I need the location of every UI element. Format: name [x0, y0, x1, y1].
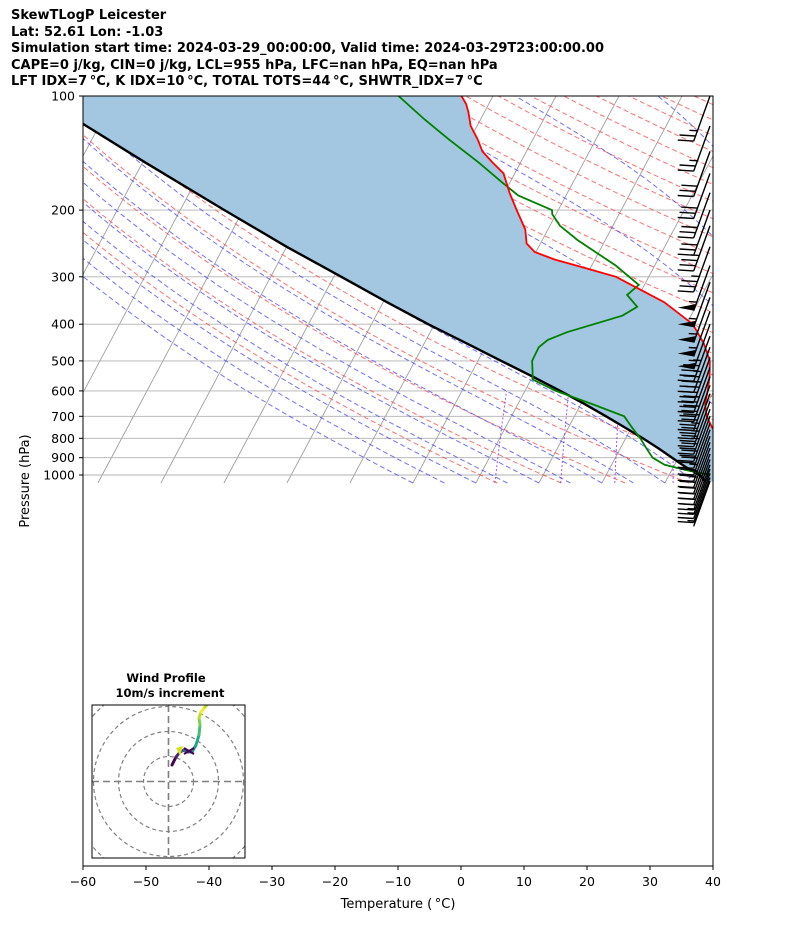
- y-tick-label: 300: [51, 269, 75, 284]
- hodograph-frame: [91, 704, 246, 859]
- chart-title: SkewTLogP Leicester: [11, 8, 167, 23]
- moist-adiabat: [83, 112, 666, 484]
- hodograph-marker: [176, 746, 183, 756]
- wind-barb: [677, 95, 711, 142]
- wind-barb: [677, 477, 711, 524]
- x-tick-label: −60: [70, 874, 96, 889]
- moist-adiabat: [83, 160, 603, 484]
- moist-adiabat: [83, 257, 445, 484]
- isotherm-line: [728, 96, 794, 483]
- y-axis-label: Pressure (hPa): [18, 434, 33, 527]
- hodograph-inset: Wind Profile 10m/s increment: [91, 671, 246, 859]
- wind-barb: [677, 323, 711, 370]
- wind-barb: [677, 297, 711, 343]
- dry-adiabat: [759, 96, 794, 483]
- y-tick-label: 900: [51, 450, 75, 465]
- hodograph-trace-segment: [194, 733, 201, 747]
- temperature-line: [460, 96, 713, 482]
- y-tick-label: 100: [51, 89, 75, 104]
- dry-adiabat: [83, 198, 562, 484]
- wind-barb: [677, 246, 711, 293]
- moist-adiabat: [83, 137, 634, 484]
- mixing-ratio-line: [753, 391, 757, 483]
- x-tick-label: 20: [579, 874, 595, 889]
- wind-barb: [677, 281, 711, 328]
- y-tick-label: 1000: [43, 468, 75, 483]
- dry-adiabat: [727, 96, 794, 483]
- x-tick-label: −50: [133, 874, 159, 889]
- wind-barb: [677, 225, 711, 272]
- x-tick-label: −30: [259, 874, 285, 889]
- dry-adiabat: [400, 96, 713, 256]
- x-tick-label: −10: [385, 874, 411, 889]
- moist-adiabat: [299, 96, 713, 362]
- wind-barb: [677, 435, 711, 482]
- x-tick-label: 40: [705, 874, 721, 889]
- plot-area: −60 −50 −40 −30 −20 −10 0 10 20 30 40 100 200 300 400 5…: [0, 89, 794, 913]
- chart-header: SkewTLogP Leicester Lat: 52.61 Lon: -1.0…: [11, 8, 604, 91]
- hodograph-marker: [183, 747, 195, 755]
- y-tick-label: 400: [51, 317, 75, 332]
- wind-barb: [677, 192, 711, 239]
- hodograph-title: Wind Profile: [126, 671, 206, 685]
- dry-adiabat: [302, 96, 713, 314]
- mixing-ratio-line: [722, 391, 724, 483]
- y-tick-label: 200: [51, 203, 75, 218]
- simulation-times: Simulation start time: 2024-03-29_00:00:…: [11, 41, 604, 56]
- stability-indices: LFT IDX=7 °C, K IDX=10 °C, TOTAL TOTS=44…: [11, 74, 483, 89]
- moist-adiabat: [83, 239, 477, 484]
- stability-parameters: CAPE=0 j/kg, CIN=0 j/kg, LCL=955 hPa, LF…: [11, 57, 498, 73]
- y-tick-label: 600: [51, 383, 75, 398]
- wind-barb: [677, 173, 711, 220]
- isotherm-line: [0, 96, 52, 483]
- hodograph-subtitle: 10m/s increment: [116, 686, 225, 700]
- moist-adiabat: [83, 220, 508, 484]
- x-tick-label: 30: [642, 874, 658, 889]
- dry-adiabat: [83, 165, 626, 484]
- x-tick-label: −40: [196, 874, 222, 889]
- mixing-ratio-line: [560, 390, 570, 484]
- cape-shaded-area: [83, 96, 713, 482]
- location-coordinates: Lat: 52.61 Lon: -1.03: [11, 24, 164, 40]
- dewpoint-line: [397, 96, 711, 476]
- hodograph-trace-segment: [197, 723, 202, 737]
- dry-adiabat: [83, 134, 690, 484]
- moist-adiabat: [83, 181, 571, 484]
- wind-barb: [677, 367, 711, 414]
- wind-barb: [677, 442, 711, 489]
- moist-adiabat: [83, 201, 540, 484]
- x-axis-label: Temperature ( °C): [340, 897, 456, 912]
- wind-barb: [677, 429, 711, 476]
- wind-barb: [677, 311, 711, 357]
- mixing-ratio-line: [494, 390, 507, 484]
- y-tick-label: 800: [51, 431, 75, 446]
- wind-barb: [677, 125, 711, 172]
- x-tick-label: 10: [516, 874, 532, 889]
- wind-barb: [677, 151, 711, 198]
- x-tick-label: −20: [322, 874, 348, 889]
- wind-barb: [677, 265, 711, 311]
- isotherm-line: [83, 96, 116, 158]
- y-tick-label: 700: [51, 409, 75, 424]
- y-tick-label: 500: [51, 353, 75, 368]
- moist-adiabat: [83, 275, 414, 484]
- dry-adiabat: [83, 231, 498, 484]
- dry-adiabat: [334, 96, 713, 294]
- x-tick-label: 0: [457, 874, 465, 889]
- wind-barb: [677, 209, 711, 256]
